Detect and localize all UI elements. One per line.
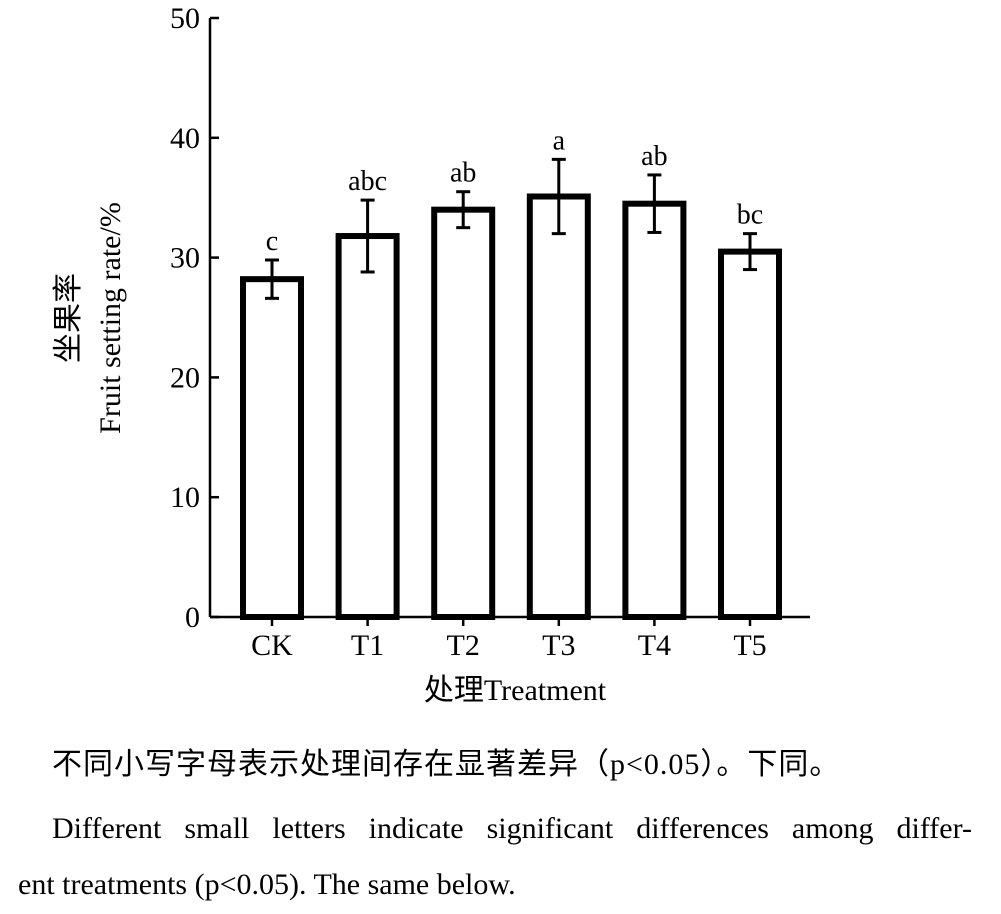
y-axis: 0 10 20 30 40 50 bbox=[170, 2, 219, 634]
error-bars-group bbox=[265, 157, 757, 300]
y-axis-title-cn: 坐果率 bbox=[52, 273, 85, 363]
y-axis-title: 坐果率 Fruit setting rate/% bbox=[52, 202, 127, 434]
x-tick-label-t5: T5 bbox=[733, 629, 766, 662]
y-tick-label: 20 bbox=[170, 361, 200, 394]
x-tick-label-ck: CK bbox=[251, 629, 293, 662]
y-tick-label: 40 bbox=[170, 122, 200, 155]
caption-english-line-2: ent treatments (p<0.05). The same below. bbox=[18, 868, 516, 901]
x-tick-label-t4: T4 bbox=[638, 629, 671, 662]
bar-t5 bbox=[718, 248, 782, 621]
significance-label-t4: ab bbox=[641, 141, 667, 172]
y-tick-label: 10 bbox=[170, 481, 200, 514]
significance-label-ck: c bbox=[266, 226, 278, 257]
caption-chinese: 不同小写字母表示处理间存在显著差异（p<0.05）。下同。 bbox=[52, 748, 841, 781]
bar-chart: 坐果率 Fruit setting rate/% c abc ab a ab bc 0 10… bbox=[52, 2, 810, 707]
y-tick-label: 50 bbox=[170, 2, 200, 35]
significance-label-t3: a bbox=[553, 125, 566, 156]
y-tick-label: 0 bbox=[185, 601, 200, 634]
x-tick-label-t2: T2 bbox=[447, 629, 480, 662]
y-tick-label: 30 bbox=[170, 242, 200, 275]
x-tick-label-t3: T3 bbox=[542, 629, 575, 662]
bar-t2 bbox=[431, 206, 496, 620]
significance-label-t5: bc bbox=[737, 200, 763, 231]
bars-group bbox=[240, 193, 782, 621]
bar-t1 bbox=[335, 233, 400, 620]
bar-t4 bbox=[622, 200, 687, 620]
x-axis-title: 处理Treatment bbox=[424, 674, 607, 707]
y-axis-title-en: Fruit setting rate/% bbox=[94, 202, 127, 434]
x-tick-label-t1: T1 bbox=[351, 629, 384, 662]
bar-ck bbox=[240, 276, 304, 620]
caption-english-line-1: Different small letters indicate signifi… bbox=[52, 812, 972, 845]
significance-label-t1: abc bbox=[348, 166, 387, 197]
x-axis: CK T1 T2 T3 T4 T5 bbox=[210, 615, 810, 662]
bar-t3 bbox=[526, 193, 591, 620]
significance-labels-group: c abc ab a ab bc bbox=[266, 125, 763, 257]
significance-label-t2: ab bbox=[450, 158, 476, 189]
